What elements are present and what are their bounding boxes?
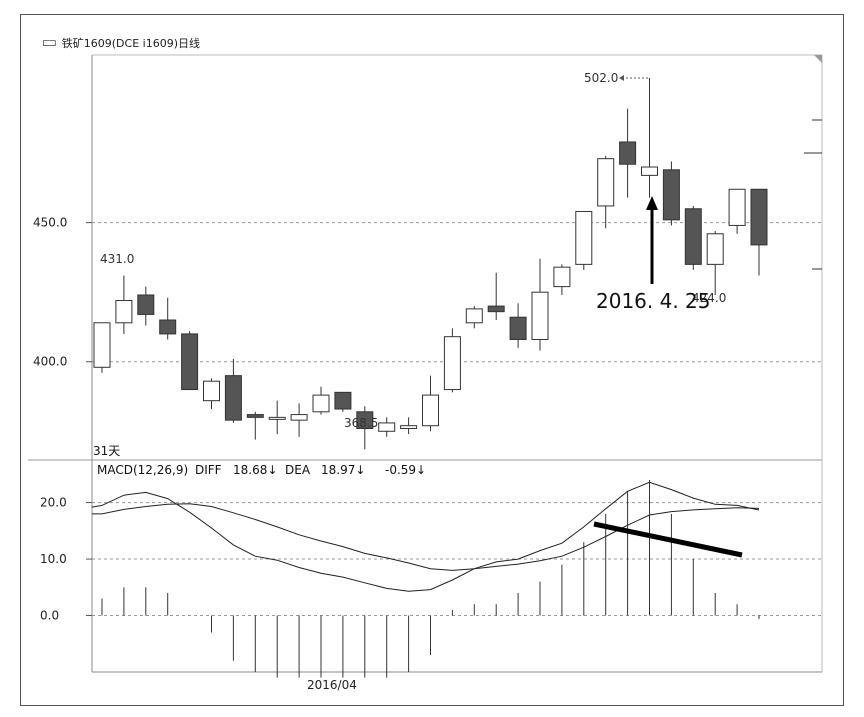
candle-body-up (93, 322, 111, 368)
candle-body-down (137, 294, 155, 315)
candle-body-down (356, 411, 374, 429)
candle-body-up (203, 380, 220, 402)
candle-body-down (181, 333, 199, 391)
candle-body-down (487, 305, 505, 313)
date-note: 2016. 4. 25 (596, 289, 711, 313)
candle (728, 188, 746, 234)
candle (93, 322, 111, 373)
price-tick-label: 450.0 (33, 216, 67, 230)
diff-line (91, 481, 760, 592)
dea-legend-label: DEA (285, 463, 311, 477)
chart-title: 铁矿1609(DCE i1609)日线 (61, 37, 200, 50)
candle-body-down (662, 169, 680, 221)
candle (356, 406, 374, 450)
high-label: 502.0 (584, 71, 618, 85)
divergence-trend-line (593, 521, 743, 558)
chart-title-bar: ⊏⊐ 铁矿1609(DCE i1609)日线 (42, 35, 200, 51)
candle (334, 391, 352, 412)
candle-body-down (509, 316, 527, 340)
candle-body-down (334, 391, 352, 410)
macd-grid (86, 502, 822, 617)
start-high-label: 431.0 (100, 252, 134, 266)
candle (487, 272, 505, 321)
candle (465, 306, 483, 329)
candle-body-up (641, 166, 658, 176)
candle (137, 286, 155, 326)
candle-body-down (224, 375, 242, 421)
candle-body-up (115, 300, 133, 324)
candles (93, 78, 768, 450)
candle-body-up (290, 414, 308, 421)
candle-body-down (159, 319, 177, 335)
dea-line (92, 503, 760, 571)
dea-legend-value: 18.97↓ (321, 463, 365, 477)
candle (443, 328, 461, 393)
candle-body-down (750, 188, 768, 246)
candle (224, 358, 242, 423)
macd-legend-value: -0.59↓ (385, 463, 426, 477)
candle (246, 411, 264, 440)
candle (597, 155, 615, 229)
macd-tick-label: 20.0 (40, 496, 67, 510)
candle-body-up (553, 266, 571, 288)
candle-body-up (728, 188, 746, 226)
candle (290, 403, 308, 437)
candle (268, 400, 286, 435)
diff-legend-label: DIFF (195, 463, 222, 477)
candle-body-up (400, 425, 418, 429)
candle-body-up (706, 233, 724, 265)
candle (553, 264, 571, 295)
candle (575, 211, 593, 270)
low-label: 368.5 (344, 416, 378, 430)
candle (422, 375, 439, 432)
diff-legend-value: 18.68↓ (233, 463, 277, 477)
macd-tick-labels: 0.0 10.0 20.0 (40, 496, 67, 623)
candle (706, 230, 724, 295)
candle (531, 258, 549, 351)
candle (181, 331, 199, 391)
macd-histogram (101, 480, 760, 678)
price-tick-labels: 400.0 450.0 (33, 216, 67, 369)
candle (115, 275, 133, 334)
candle (378, 417, 396, 437)
candle (750, 188, 768, 276)
candle (641, 78, 658, 198)
price-tick-label: 400.0 (33, 355, 67, 369)
candle (509, 303, 527, 348)
candle (400, 417, 418, 435)
candle-body-down (684, 208, 702, 265)
recent-low-label: 424.0 (692, 291, 726, 305)
candle-body-up (443, 336, 461, 391)
candle-body-down (619, 141, 637, 165)
macd-legend-name: MACD(12,26,9) (97, 463, 188, 477)
candle (662, 161, 680, 226)
chart-window (20, 14, 844, 706)
period-label: 31天 (93, 444, 120, 458)
candle (203, 378, 220, 410)
candle (312, 386, 330, 415)
candle-body-up (312, 394, 330, 413)
candle-body-up (597, 158, 615, 207)
candle (619, 108, 637, 198)
candle-body-up (422, 394, 439, 427)
candle-body-up (268, 416, 286, 420)
candle-body-up (378, 422, 396, 432)
candle-body-up (531, 291, 549, 340)
candle-body-up (465, 308, 483, 324)
high-pointer-arrow-icon (619, 75, 624, 81)
candle (159, 297, 177, 340)
price-annotations: 431.0 502.0 368.5 424.0 31天 2016. 4. 25 (93, 71, 726, 458)
corner-marker-icon (814, 55, 822, 63)
macd-tick-label: 10.0 (40, 552, 67, 566)
candle-body-up (575, 211, 593, 265)
link-icon[interactable]: ⊏⊐ (42, 37, 57, 49)
candle-body-down (246, 414, 264, 418)
annotation-arrow-head-icon (646, 196, 658, 210)
x-tick-label: 2016/04 (307, 678, 357, 692)
macd-tick-label: 0.0 (40, 609, 59, 623)
macd-legend: MACD(12,26,9) DIFF 18.68↓ DEA 18.97↓ -0.… (97, 463, 426, 477)
candle (684, 205, 702, 270)
